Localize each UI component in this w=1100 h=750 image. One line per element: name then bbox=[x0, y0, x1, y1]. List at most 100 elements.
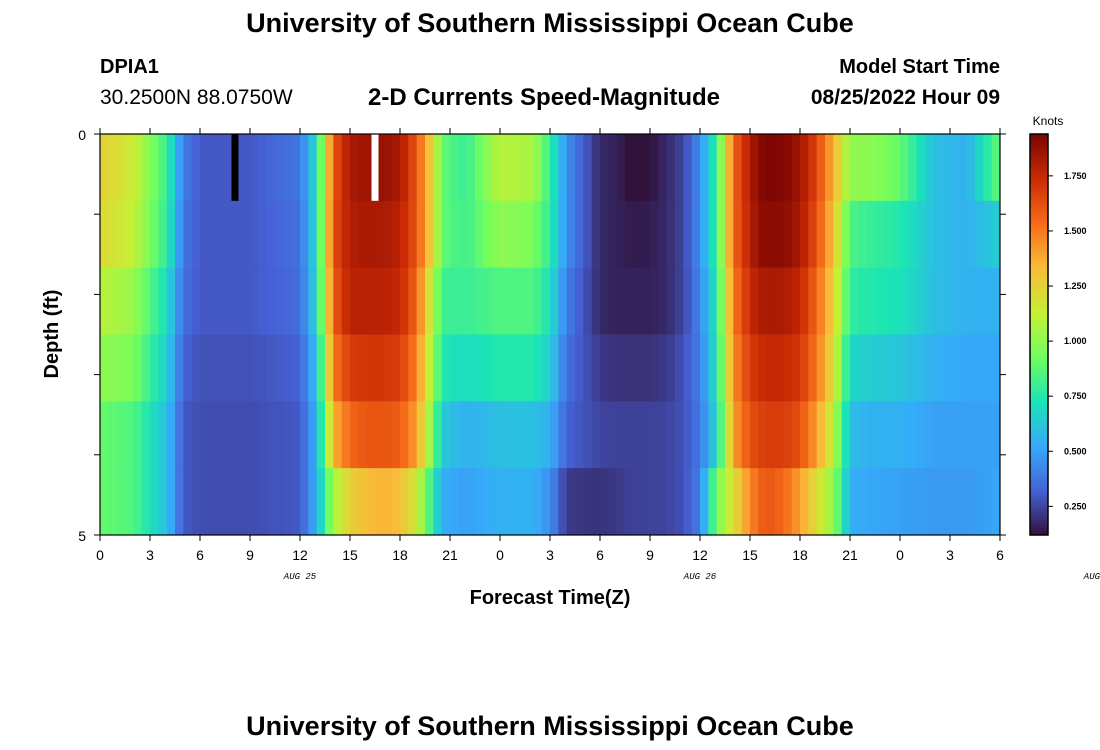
heatmap-cell bbox=[491, 334, 501, 402]
heatmap-cell bbox=[233, 200, 243, 269]
heatmap-cell bbox=[808, 401, 818, 469]
heatmap-cell bbox=[741, 468, 751, 536]
heatmap-cell bbox=[666, 401, 676, 469]
heatmap-cell bbox=[283, 200, 293, 269]
heatmap-cell bbox=[491, 401, 501, 469]
heatmap-cell bbox=[408, 267, 418, 335]
heatmap-cell bbox=[200, 468, 209, 536]
heatmap-cell bbox=[416, 468, 426, 536]
heatmap-cell bbox=[466, 401, 476, 469]
heatmap-cell bbox=[225, 267, 234, 335]
heatmap-cell bbox=[800, 134, 809, 202]
heatmap-cell bbox=[800, 267, 809, 335]
x-tick-label: 0 bbox=[496, 547, 504, 563]
heatmap-cell bbox=[766, 334, 776, 402]
heatmap-cell bbox=[491, 134, 501, 202]
model-start-label: Model Start Time bbox=[839, 56, 1000, 78]
heatmap-cell bbox=[475, 267, 484, 335]
heatmap-cell bbox=[491, 468, 501, 536]
heatmap-cell bbox=[200, 134, 209, 202]
y-tick-label: 5 bbox=[78, 528, 86, 544]
heatmap-cell bbox=[208, 468, 218, 536]
heatmap-cell bbox=[841, 468, 851, 536]
heatmap-cell bbox=[641, 134, 651, 202]
heatmap-cell bbox=[975, 334, 984, 402]
x-tick-label: 9 bbox=[246, 547, 254, 563]
heatmap-cell bbox=[175, 267, 184, 335]
heatmap-cell bbox=[100, 401, 109, 469]
heatmap-cell bbox=[758, 401, 768, 469]
heatmap-cell bbox=[650, 468, 659, 536]
heatmap-cell bbox=[166, 401, 176, 469]
heatmap-cell bbox=[483, 468, 493, 536]
heatmap-cell bbox=[975, 267, 984, 335]
heatmap-cell bbox=[875, 134, 884, 202]
heatmap-cell bbox=[600, 401, 609, 469]
heatmap-cell bbox=[266, 468, 276, 536]
heatmap-cell bbox=[133, 334, 143, 402]
heatmap-cell bbox=[291, 200, 301, 269]
x-tick-label: 3 bbox=[146, 547, 154, 563]
x-tick-label: 6 bbox=[996, 547, 1004, 563]
heatmap-cell bbox=[583, 200, 593, 269]
heatmap-cell bbox=[208, 334, 218, 402]
heatmap-cell bbox=[216, 134, 226, 202]
heatmap-cell bbox=[250, 334, 259, 402]
heatmap-cell bbox=[900, 468, 909, 536]
heatmap-cell bbox=[108, 200, 118, 269]
heatmap-cell bbox=[783, 200, 793, 269]
heatmap-cell bbox=[366, 401, 376, 469]
heatmap-cell bbox=[591, 468, 601, 536]
heatmap-cell bbox=[675, 134, 684, 202]
heatmap-cell bbox=[308, 468, 318, 536]
heatmap-cell bbox=[583, 334, 593, 402]
heatmap-cell bbox=[983, 334, 993, 402]
heatmap-cell bbox=[916, 134, 926, 202]
heatmap-cell bbox=[608, 334, 618, 402]
heatmap-cell bbox=[675, 468, 684, 536]
heatmap-cell bbox=[633, 334, 643, 402]
colorbar-tick-label: 1.750 bbox=[1064, 171, 1087, 181]
heatmap-cell bbox=[150, 200, 159, 269]
page-title: University of Southern Mississippi Ocean… bbox=[246, 8, 854, 38]
heatmap-cell bbox=[441, 468, 451, 536]
heatmap-cell bbox=[116, 401, 126, 469]
heatmap-cell bbox=[150, 468, 159, 536]
heatmap-cell bbox=[225, 401, 234, 469]
heatmap-cell bbox=[575, 267, 584, 335]
heatmap-cell bbox=[391, 401, 401, 469]
heatmap-cell bbox=[916, 200, 926, 269]
heatmap-cell bbox=[758, 200, 768, 269]
heatmap-cell bbox=[450, 134, 459, 202]
heatmap-cell bbox=[641, 267, 651, 335]
heatmap-cell bbox=[441, 267, 451, 335]
heatmap-cell bbox=[325, 200, 334, 269]
heatmap-cell bbox=[841, 267, 851, 335]
heatmap-cell bbox=[166, 267, 176, 335]
heatmap-cell bbox=[408, 134, 418, 202]
heatmap-cell bbox=[866, 468, 876, 536]
heatmap-cell bbox=[141, 334, 151, 402]
heatmap-cell bbox=[400, 134, 409, 202]
heatmap-cell bbox=[125, 468, 134, 536]
heatmap-cell bbox=[316, 401, 326, 469]
heatmap-cell bbox=[991, 200, 1001, 269]
heatmap-marker bbox=[371, 134, 379, 201]
heatmap-cell bbox=[908, 267, 918, 335]
heatmap-cell bbox=[375, 401, 384, 469]
x-tick-label: 0 bbox=[896, 547, 904, 563]
heatmap-cell bbox=[866, 134, 876, 202]
heatmap-cell bbox=[741, 267, 751, 335]
heatmap-cell bbox=[600, 200, 609, 269]
heatmap-cell bbox=[575, 134, 584, 202]
heatmap-cell bbox=[833, 200, 843, 269]
heatmap-cell bbox=[450, 200, 459, 269]
heatmap-cell bbox=[225, 200, 234, 269]
heatmap-cell bbox=[566, 334, 576, 402]
heatmap-cell bbox=[950, 134, 959, 202]
heatmap-cell bbox=[941, 334, 951, 402]
heatmap-cell bbox=[491, 200, 501, 269]
heatmap-cell bbox=[341, 468, 351, 536]
heatmap-cell bbox=[966, 468, 976, 536]
heatmap-cell bbox=[558, 134, 568, 202]
